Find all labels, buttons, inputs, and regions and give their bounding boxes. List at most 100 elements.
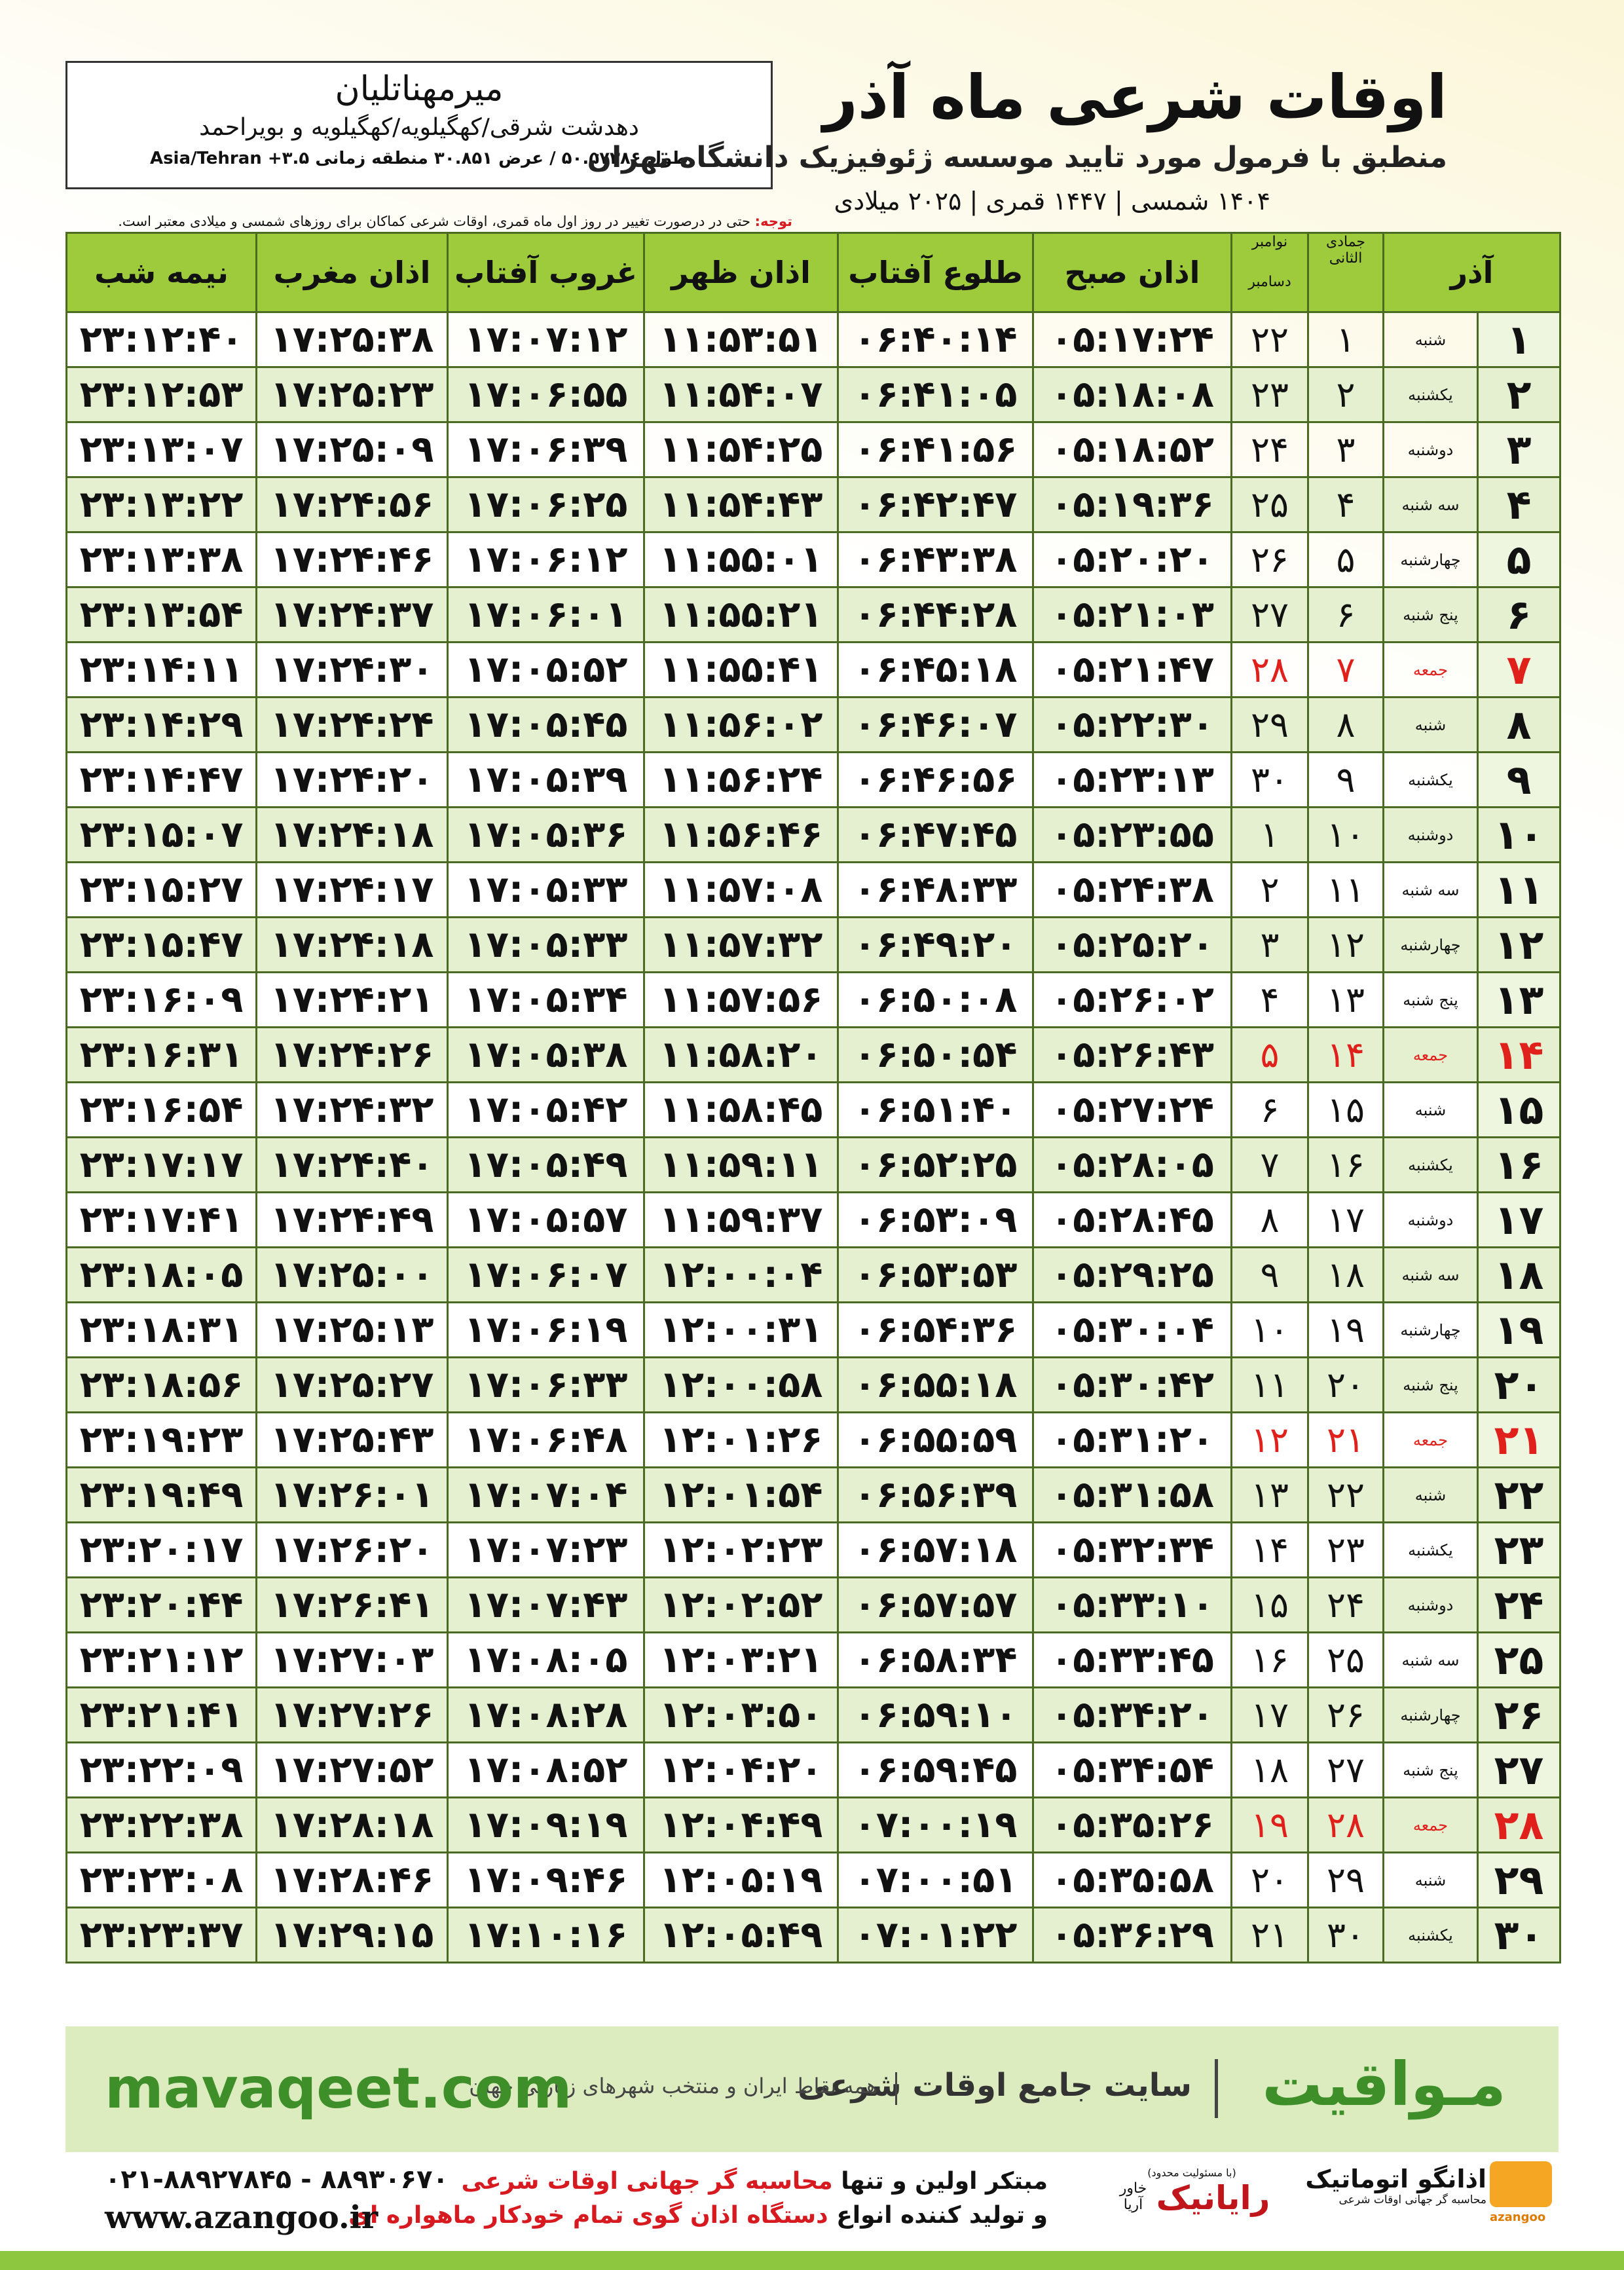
weekday: سه شنبه	[1382, 1246, 1479, 1303]
gregorian-day: ۱۰	[1230, 1301, 1309, 1358]
footer-highlight: محاسبه گر جهانی اوقات شرعی	[461, 2168, 833, 2195]
dhuhr: ۱۲:۰۲:۲۳	[643, 1521, 839, 1578]
fajr: ۰۵:۱۹:۳۶	[1032, 476, 1232, 533]
sunset: ۱۷:۰۵:۳۸	[447, 1026, 645, 1083]
weekday: جمعه	[1382, 1026, 1479, 1083]
dhuhr: ۱۱:۵۸:۴۵	[643, 1081, 839, 1138]
sunrise: ۰۶:۴۹:۲۰	[837, 916, 1034, 973]
sunset: ۱۷:۰۵:۳۶	[447, 806, 645, 863]
gregorian-day: ۲۱	[1230, 1907, 1309, 1963]
weekday: پنج شنبه	[1382, 1741, 1479, 1798]
sunrise: ۰۶:۵۱:۴۰	[837, 1081, 1034, 1138]
gregorian-day: ۶	[1230, 1081, 1309, 1138]
dhuhr: ۱۱:۵۴:۲۵	[643, 421, 839, 478]
sunrise: ۰۶:۵۰:۵۴	[837, 1026, 1034, 1083]
brand: مـواقیت	[1262, 2049, 1506, 2119]
sunrise: ۰۶:۴۱:۵۶	[837, 421, 1034, 478]
midnight: ۲۳:۲۲:۰۹	[65, 1741, 257, 1798]
sunset: ۱۷:۰۷:۴۳	[447, 1576, 645, 1633]
sunset: ۱۷:۰۶:۳۹	[447, 421, 645, 478]
sunset: ۱۷:۰۵:۵۷	[447, 1191, 645, 1248]
day-row: ۵ چهارشنبه ۵ ۲۶ ۰۵:۲۰:۲۰ ۰۶:۴۳:۳۸ ۱۱:۵۵:۰۱ ۱۷:۰…	[65, 531, 1562, 588]
sunrise: ۰۶:۴۴:۲۸	[837, 586, 1034, 643]
maghrib: ۱۷:۲۴:۴۰	[255, 1136, 449, 1193]
day-row: ۲۰ پنج شنبه ۲۰ ۱۱ ۰۵:۳۰:۴۲ ۰۶:۵۵:۱۸ ۱۲:۰۰:۵۸ ۱۷…	[65, 1356, 1562, 1413]
hijri-day: ۱۵	[1307, 1081, 1384, 1138]
day-number: ۲۷	[1477, 1741, 1562, 1798]
col-header: نیمه شب	[65, 232, 257, 313]
maghrib: ۱۷:۲۴:۱۷	[255, 861, 449, 918]
col-header-bottom: دسامبر	[1248, 274, 1291, 290]
weekday: سه شنبه	[1382, 861, 1479, 918]
col-header: آذر	[1382, 232, 1562, 313]
col-header: غروب آفتاب	[447, 232, 645, 313]
day-number: ۹	[1477, 751, 1562, 808]
dhuhr: ۱۱:۵۷:۰۸	[643, 861, 839, 918]
midnight: ۲۳:۲۰:۴۴	[65, 1576, 257, 1633]
title: اوقات شرعی ماه آذر	[822, 62, 1447, 132]
hijri-day: ۶	[1307, 586, 1384, 643]
gregorian-day: ۱۷	[1230, 1686, 1309, 1743]
day-number: ۱۰	[1477, 806, 1562, 863]
hijri-day: ۳	[1307, 421, 1384, 478]
gregorian-day: ۵	[1230, 1026, 1309, 1083]
maghrib: ۱۷:۲۵:۴۳	[255, 1411, 449, 1468]
footer-line: و تولید کننده انواع دستگاه اذان گوی تمام…	[348, 2202, 1048, 2229]
dhuhr: ۱۱:۵۸:۲۰	[643, 1026, 839, 1083]
location-name: میرمهناتلیان	[335, 69, 504, 109]
sunset: ۱۷:۱۰:۱۶	[447, 1907, 645, 1963]
gregorian-day: ۹	[1230, 1246, 1309, 1303]
col-header: جمادی الثانی	[1307, 232, 1384, 313]
header-row: آذر جمادی الثانی نوامبر دسامبر اذان صبح ط…	[65, 232, 1562, 313]
day-number: ۲۲	[1477, 1466, 1562, 1523]
fajr: ۰۵:۳۱:۵۸	[1032, 1466, 1232, 1523]
day-number: ۲۳	[1477, 1521, 1562, 1578]
day-row: ۲۷ پنج شنبه ۲۷ ۱۸ ۰۵:۳۴:۵۴ ۰۶:۵۹:۴۵ ۱۲:۰۴:۲۰ ۱۷…	[65, 1741, 1562, 1798]
day-number: ۲۵	[1477, 1631, 1562, 1688]
maghrib: ۱۷:۲۵:۲۷	[255, 1356, 449, 1413]
gregorian-day: ۳	[1230, 916, 1309, 973]
weekday: پنج شنبه	[1382, 971, 1479, 1028]
footer-text: مبتکر اولین و تنها	[841, 2168, 1048, 2195]
sunset: ۱۷:۰۹:۴۶	[447, 1851, 645, 1908]
sunrise: ۰۶:۴۶:۵۶	[837, 751, 1034, 808]
hijri-day: ۲۳	[1307, 1521, 1384, 1578]
gregorian-day: ۱۹	[1230, 1796, 1309, 1853]
website[interactable]: www.azangoo.ir	[105, 2199, 378, 2236]
sunset: ۱۷:۰۵:۳۹	[447, 751, 645, 808]
maghrib: ۱۷:۲۵:۲۳	[255, 366, 449, 423]
midnight: ۲۳:۱۵:۰۷	[65, 806, 257, 863]
midnight: ۲۳:۱۶:۵۴	[65, 1081, 257, 1138]
subtitle: منطبق با فرمول مورد تایید موسسه ژئوفیزیک…	[587, 141, 1447, 174]
fajr: ۰۵:۳۰:۴۲	[1032, 1356, 1232, 1413]
hijri-day: ۲۰	[1307, 1356, 1384, 1413]
dhuhr: ۱۱:۵۶:۴۶	[643, 806, 839, 863]
day-row: ۲۳ یکشنبه ۲۳ ۱۴ ۰۵:۳۲:۳۴ ۰۶:۵۷:۱۸ ۱۲:۰۲:۲۳ ۱۷:۰…	[65, 1521, 1562, 1578]
sunset: ۱۷:۰۵:۳۳	[447, 916, 645, 973]
sunset: ۱۷:۰۷:۰۴	[447, 1466, 645, 1523]
dhuhr: ۱۱:۵۵:۴۱	[643, 641, 839, 698]
day-row: ۲۱ جمعه ۲۱ ۱۲ ۰۵:۳۱:۲۰ ۰۶:۵۵:۵۹ ۱۲:۰۱:۲۶ ۱۷:۰۶:…	[65, 1411, 1562, 1468]
sunrise: ۰۶:۵۸:۳۴	[837, 1631, 1034, 1688]
note-text: حتی در درصورت تغییر در روز اول ماه قمری،…	[118, 214, 750, 229]
fajr: ۰۵:۲۵:۲۰	[1032, 916, 1232, 973]
sunrise: ۰۶:۴۶:۰۷	[837, 696, 1034, 753]
weekday: شنبه	[1382, 311, 1479, 368]
hijri-day: ۲۱	[1307, 1411, 1384, 1468]
day-row: ۱۱ سه شنبه ۱۱ ۲ ۰۵:۲۴:۳۸ ۰۶:۴۸:۳۳ ۱۱:۵۷:۰۸ ۱۷:۰…	[65, 861, 1562, 918]
gregorian-day: ۱۶	[1230, 1631, 1309, 1688]
site-url[interactable]: mavaqeet.com	[105, 2056, 572, 2121]
midnight: ۲۳:۲۱:۱۲	[65, 1631, 257, 1688]
sunrise: ۰۶:۴۸:۳۳	[837, 861, 1034, 918]
day-row: ۲۲ شنبه ۲۲ ۱۳ ۰۵:۳۱:۵۸ ۰۶:۵۶:۳۹ ۱۲:۰۱:۵۴ ۱۷:۰۷:…	[65, 1466, 1562, 1523]
hijri-day: ۱۰	[1307, 806, 1384, 863]
rayanik-name: رایانیک	[1156, 2179, 1270, 2217]
day-row: ۱ شنبه ۱ ۲۲ ۰۵:۱۷:۲۴ ۰۶:۴۰:۱۴ ۱۱:۵۳:۵۱ ۱۷:۰۷:۱۲…	[65, 311, 1562, 368]
fajr: ۰۵:۱۸:۵۲	[1032, 421, 1232, 478]
sunrise: ۰۶:۵۵:۱۸	[837, 1356, 1034, 1413]
day-row: ۲۸ جمعه ۲۸ ۱۹ ۰۵:۳۵:۲۶ ۰۷:۰۰:۱۹ ۱۲:۰۴:۴۹ ۱۷:۰۹:…	[65, 1796, 1562, 1853]
maghrib: ۱۷:۲۷:۰۳	[255, 1631, 449, 1688]
sunrise: ۰۶:۴۷:۴۵	[837, 806, 1034, 863]
fajr: ۰۵:۲۶:۴۳	[1032, 1026, 1232, 1083]
midnight: ۲۳:۱۵:۴۷	[65, 916, 257, 973]
